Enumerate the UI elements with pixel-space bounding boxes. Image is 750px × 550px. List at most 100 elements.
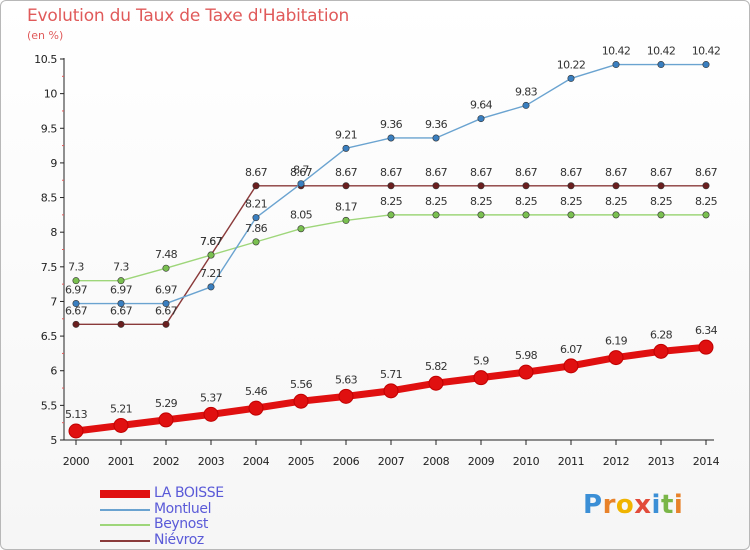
data-point — [252, 182, 260, 190]
data-point — [518, 364, 534, 380]
data-label: 8.25 — [695, 195, 718, 208]
data-point — [293, 393, 309, 409]
data-point — [383, 383, 399, 399]
data-label: 7.3 — [113, 261, 129, 274]
y-tick-label: 10 — [44, 88, 58, 101]
data-label: 5.63 — [335, 373, 358, 386]
data-label: 8.67 — [335, 166, 358, 179]
data-point — [387, 134, 395, 142]
data-point — [612, 211, 620, 219]
data-label: 8.25 — [515, 195, 538, 208]
data-point — [657, 182, 665, 190]
data-label: 8.05 — [290, 209, 313, 222]
data-point — [117, 277, 125, 285]
y-tick-label: 7 — [50, 295, 57, 308]
data-label: 8.67 — [470, 166, 493, 179]
data-label: 6.67 — [65, 304, 88, 317]
data-point — [72, 277, 80, 285]
x-tick-label: 2003 — [198, 455, 225, 468]
data-point — [702, 182, 710, 190]
data-point — [608, 350, 624, 366]
data-label: 5.56 — [290, 378, 313, 391]
x-tick-label: 2010 — [513, 455, 540, 468]
data-label: 9.36 — [425, 118, 448, 131]
data-point — [248, 400, 264, 416]
data-point — [113, 417, 129, 433]
data-point — [657, 61, 665, 69]
data-label: 5.9 — [473, 355, 489, 368]
data-point — [117, 320, 125, 328]
data-label: 5.82 — [425, 360, 447, 373]
x-tick-label: 2006 — [333, 455, 360, 468]
data-label: 6.97 — [65, 284, 88, 297]
data-label: 5.13 — [65, 408, 88, 421]
data-label: 8.25 — [650, 195, 673, 208]
logo-letter: i — [651, 490, 661, 520]
data-label: 8.25 — [605, 195, 628, 208]
y-tick-label: 5.5 — [41, 399, 58, 412]
data-point — [162, 264, 170, 272]
logo-letter: P — [583, 490, 603, 520]
data-point — [158, 412, 174, 428]
data-label: 8.25 — [560, 195, 583, 208]
x-tick-label: 2009 — [468, 455, 495, 468]
chart-title: Evolution du Taux de Taxe d'Habitation — [27, 6, 350, 26]
logo-letter: t — [660, 490, 674, 520]
data-point — [477, 115, 485, 123]
y-tick-label: 9 — [50, 157, 57, 170]
data-label: 6.67 — [110, 304, 133, 317]
data-label: 8.67 — [245, 166, 268, 179]
data-label: 8.67 — [695, 166, 718, 179]
data-point — [653, 343, 669, 359]
data-point — [162, 320, 170, 328]
x-tick-label: 2005 — [288, 455, 315, 468]
data-point — [563, 358, 579, 374]
data-label: 7.67 — [200, 235, 223, 248]
data-label: 9.21 — [335, 128, 357, 141]
data-label: 5.71 — [380, 368, 402, 381]
x-tick-label: 2002 — [153, 455, 179, 468]
data-point — [297, 180, 305, 188]
data-point — [522, 182, 530, 190]
data-label: 8.67 — [290, 166, 313, 179]
data-point — [522, 211, 530, 219]
data-label: 5.98 — [515, 349, 538, 362]
y-tick-label: 7.5 — [41, 261, 58, 274]
data-label: 9.36 — [380, 118, 403, 131]
data-label: 6.34 — [695, 324, 718, 337]
unit-label: (en %) — [27, 29, 64, 42]
x-tick-label: 2012 — [603, 455, 629, 468]
y-tick-label: 6.5 — [41, 330, 58, 343]
data-point — [72, 300, 80, 308]
logo-letter: i — [673, 490, 684, 520]
data-label: 10.42 — [692, 45, 721, 58]
x-tick-label: 2000 — [63, 455, 90, 468]
data-label: 8.25 — [470, 195, 493, 208]
data-label: 8.25 — [425, 195, 448, 208]
data-label: 8.67 — [650, 166, 673, 179]
data-point — [477, 211, 485, 219]
data-label: 8.67 — [380, 166, 403, 179]
y-tick-label: 8 — [50, 226, 57, 239]
data-label: 9.64 — [470, 99, 493, 112]
data-point — [203, 406, 219, 422]
data-label: 10.22 — [557, 58, 586, 71]
data-label: 6.19 — [605, 335, 628, 348]
data-label: 7.3 — [68, 261, 84, 274]
data-label: 6.07 — [560, 343, 583, 356]
data-point — [428, 375, 444, 391]
data-label: 8.25 — [380, 195, 403, 208]
data-point — [68, 423, 84, 439]
y-tick-label: 10.5 — [34, 53, 57, 66]
legend-label: Niévroz — [154, 531, 204, 548]
data-point — [612, 182, 620, 190]
data-label: 8.7 — [293, 164, 309, 177]
data-point — [657, 211, 665, 219]
y-tick-label: 5 — [50, 434, 57, 447]
data-label: 6.97 — [110, 284, 133, 297]
data-point — [297, 225, 305, 233]
logo-letter: r — [602, 490, 616, 520]
data-label: 7.86 — [245, 222, 268, 235]
data-point — [522, 101, 530, 109]
